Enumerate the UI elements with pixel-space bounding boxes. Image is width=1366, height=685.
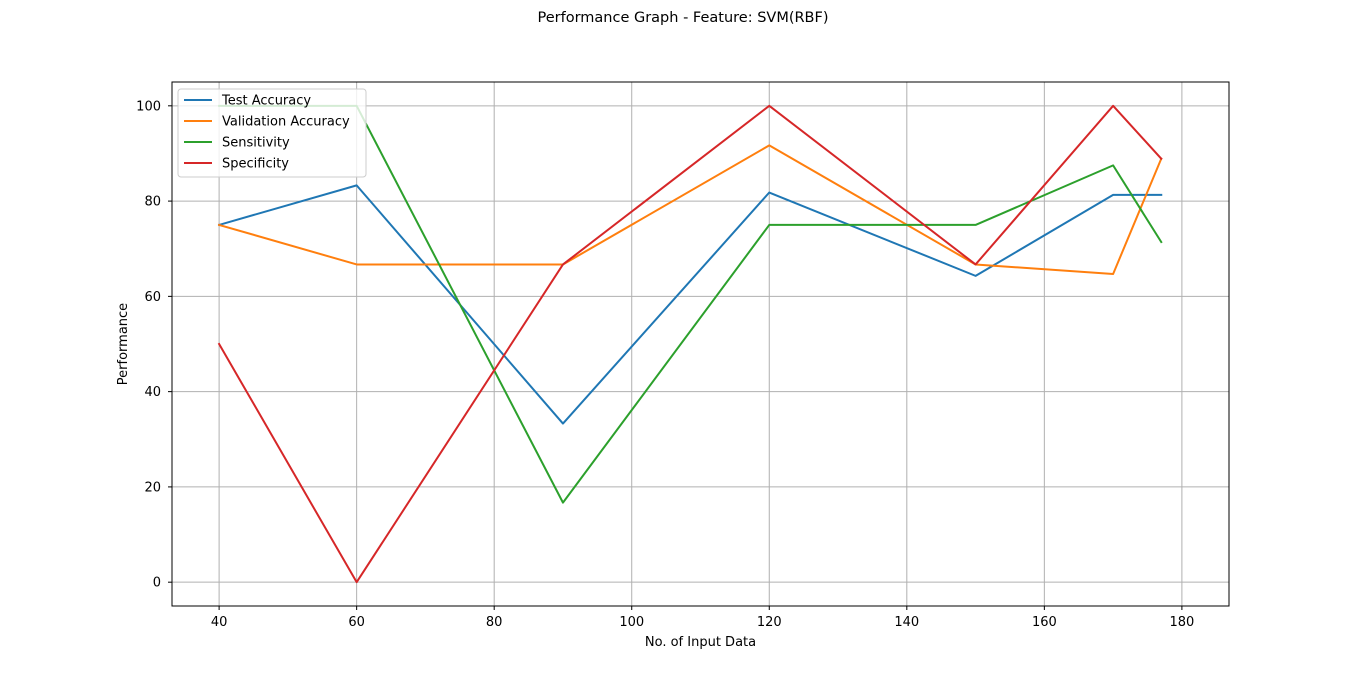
x-axis-label: No. of Input Data <box>645 635 756 650</box>
x-tick-label: 60 <box>348 615 365 630</box>
x-tick-label: 160 <box>1032 615 1057 630</box>
y-tick-label: 80 <box>144 195 161 210</box>
legend-label: Validation Accuracy <box>222 115 350 130</box>
legend-label: Specificity <box>222 157 289 172</box>
series-line-test-accuracy <box>217 184 1163 425</box>
y-tick-label: 100 <box>136 99 161 114</box>
x-tick-label: 180 <box>1169 615 1194 630</box>
y-tick-label: 60 <box>144 290 161 305</box>
y-tick-label: 20 <box>144 480 161 495</box>
series-line-specificity <box>217 104 1163 584</box>
series-line-validation-accuracy <box>217 144 1163 275</box>
legend: Test Accuracy Validation Accuracy Sensitiv… <box>177 88 367 178</box>
x-tick-label: 120 <box>757 615 782 630</box>
x-tick-label: 80 <box>486 615 503 630</box>
plot-area-frame <box>171 81 1230 607</box>
x-tick-label: 100 <box>619 615 644 630</box>
grid <box>172 82 1229 606</box>
legend-label: Test Accuracy <box>221 94 311 109</box>
legend-frame <box>177 88 367 178</box>
y-axis-label: Performance <box>116 303 131 385</box>
axis-ticks: 40 60 80 100 120 140 160 180 0 20 40 60 80 100 <box>136 99 1194 630</box>
x-tick-label: 140 <box>894 615 919 630</box>
legend-label: Sensitivity <box>222 136 290 151</box>
x-tick-label: 40 <box>211 615 228 630</box>
y-tick-label: 0 <box>153 576 161 591</box>
y-tick-label: 40 <box>144 385 161 400</box>
chart-title: Performance Graph - Feature: SVM(RBF) <box>537 10 829 26</box>
